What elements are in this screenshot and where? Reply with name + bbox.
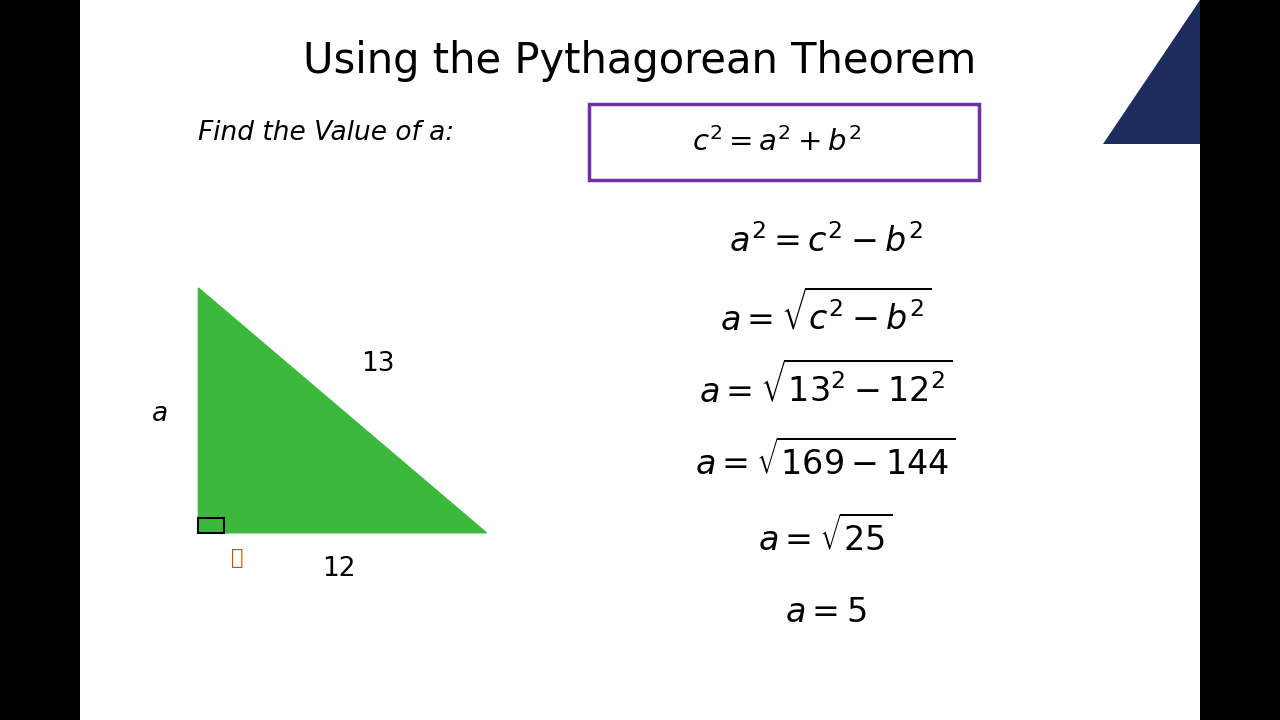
Bar bbox=[79, 0, 1201, 720]
Polygon shape bbox=[1103, 0, 1201, 144]
FancyBboxPatch shape bbox=[589, 104, 979, 180]
Text: Using the Pythagorean Theorem: Using the Pythagorean Theorem bbox=[303, 40, 977, 81]
Bar bbox=[198, 518, 224, 533]
Text: $a = \sqrt{13^2 - 12^2}$: $a = \sqrt{13^2 - 12^2}$ bbox=[699, 361, 952, 409]
Text: $a = \sqrt{25}$: $a = \sqrt{25}$ bbox=[759, 516, 892, 557]
Polygon shape bbox=[198, 288, 486, 533]
Text: a: a bbox=[152, 401, 168, 427]
Text: 👌: 👌 bbox=[230, 548, 243, 568]
Text: $a = \sqrt{c^2 - b^2}$: $a = \sqrt{c^2 - b^2}$ bbox=[719, 289, 932, 337]
Text: Find the Value of a:: Find the Value of a: bbox=[198, 120, 454, 146]
Text: $a = 5$: $a = 5$ bbox=[785, 595, 867, 629]
Text: $a^2 = c^2 - b^2$: $a^2 = c^2 - b^2$ bbox=[728, 224, 923, 258]
Text: $c^2 = a^2 + b^2$: $c^2 = a^2 + b^2$ bbox=[692, 127, 861, 157]
Text: 13: 13 bbox=[361, 351, 394, 377]
Text: 12: 12 bbox=[323, 556, 356, 582]
Text: $a = \sqrt{169 - 144}$: $a = \sqrt{169 - 144}$ bbox=[695, 440, 956, 482]
